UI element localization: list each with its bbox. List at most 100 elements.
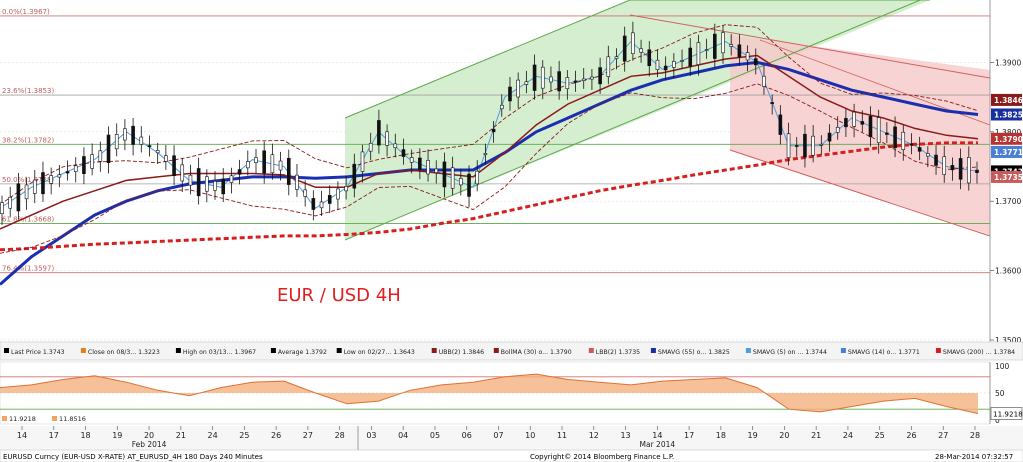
y-tick-label: 1.3900: [995, 58, 1021, 67]
x-tick-label: 03: [366, 431, 376, 440]
month-label: Feb 2014: [132, 440, 167, 449]
candle-body: [696, 42, 701, 65]
candle-body: [409, 157, 414, 163]
x-tick-label: 10: [525, 431, 535, 440]
candle-body: [704, 49, 709, 51]
candle-body: [377, 120, 381, 146]
candle-body: [860, 121, 865, 125]
candle-body: [852, 111, 856, 127]
series-smavg-55-: [0, 60, 979, 286]
x-tick-label: 17: [684, 431, 694, 440]
candle-body: [639, 48, 643, 53]
candle-body: [295, 174, 299, 190]
fib-level-label: 0.0%(1.3967): [2, 8, 50, 16]
legend-swatch: [431, 348, 437, 353]
legend-swatch: [935, 348, 941, 353]
x-tick-label: 06: [462, 431, 472, 440]
candle-body: [254, 157, 258, 164]
candle-body: [336, 188, 340, 200]
candle-body: [655, 59, 660, 70]
legend-swatch: [650, 348, 656, 353]
rising-channel-top-line: [344, 0, 631, 119]
instrument-footer: EURUSD Curncy (EUR-USD X-RATE) AT_EURUSD…: [3, 453, 263, 461]
candle-body: [139, 136, 144, 145]
x-tick-label: 27: [303, 431, 313, 440]
osc-line: [0, 373, 979, 414]
candle-body: [57, 174, 62, 178]
candle-body: [868, 115, 873, 138]
legend-swatch: [4, 348, 9, 353]
candle-body: [164, 155, 168, 162]
candle-body: [557, 71, 561, 92]
candle-body: [811, 135, 815, 156]
candle-body: [508, 86, 512, 102]
copyright-footer: Copyright© 2014 Bloomberg Finance L.P.: [530, 453, 674, 461]
candle-body: [237, 169, 242, 175]
legend-bar: [0, 341, 1023, 361]
bollinger-upper-band: [0, 24, 979, 206]
candle-body: [721, 32, 725, 54]
candle-body: [245, 161, 250, 169]
candle-body: [835, 127, 840, 133]
candle-body: [876, 117, 881, 143]
legend-swatch: [270, 348, 276, 353]
x-tick-label: 25: [875, 431, 885, 440]
osc-tick-label: 50: [995, 389, 1005, 398]
candle-body: [516, 79, 520, 98]
legend-entry: Close on 08/3... 1.3223: [88, 349, 160, 356]
candle-body: [680, 60, 684, 62]
candle-body: [180, 164, 185, 182]
osc-last-label: 11.9218: [993, 410, 1023, 419]
legend-swatch: [588, 348, 594, 353]
chart-title: EUR / USD 4H: [277, 285, 401, 306]
candle-body: [565, 77, 570, 89]
x-tick-label: 28: [970, 431, 980, 440]
candle-body: [459, 178, 463, 186]
x-tick-label: 21: [811, 431, 821, 440]
series-smavg-200-: [0, 141, 978, 252]
candle-body: [90, 154, 94, 169]
candle-body: [950, 165, 955, 171]
candle-body: [262, 150, 266, 174]
osc-last-badge: [990, 407, 1023, 420]
price-badge-label: 1.3771: [994, 148, 1023, 157]
osc-tick-label: 100: [995, 362, 1010, 371]
candle-body: [917, 147, 922, 152]
candle-body: [221, 178, 226, 195]
candle-body: [32, 179, 37, 194]
candle-body: [893, 126, 897, 149]
x-tick-label: 07: [493, 431, 503, 440]
legend-entry: Low on 02/27... 1.3643: [344, 349, 415, 356]
candle-body: [16, 183, 21, 212]
osc-tick-label: 0: [995, 416, 1000, 425]
candle-body: [24, 184, 29, 200]
candle-body: [672, 61, 676, 68]
legend-entry: Average 1.3792: [278, 349, 327, 356]
x-tick-label: 14: [652, 431, 662, 440]
candle-body: [344, 185, 348, 192]
candle-body: [434, 168, 439, 173]
month-label: Mar 2014: [640, 440, 676, 449]
candle-body: [885, 132, 889, 135]
candle-body: [65, 171, 70, 174]
x-tick-label: 18: [80, 431, 90, 440]
candle-body: [844, 118, 848, 128]
x-tick-label: 26: [906, 431, 916, 440]
candle-body: [794, 145, 799, 147]
x-tick-label: 24: [843, 431, 853, 440]
fib-level-label: 38.2%(1.3782): [2, 136, 54, 144]
fib-level-label: 61.8%(1.3668): [2, 215, 54, 223]
x-tick-label: 27: [938, 431, 948, 440]
x-tick-label: 05: [430, 431, 440, 440]
candle-body: [155, 150, 160, 154]
candle-body: [303, 189, 307, 197]
candle-body: [123, 128, 127, 141]
x-tick-label: 25: [239, 431, 249, 440]
x-tick-label: 21: [176, 431, 186, 440]
candle-body: [286, 157, 291, 185]
candle-body: [713, 33, 717, 59]
price-badge-label: 1.3735: [994, 173, 1023, 182]
price-badge: [991, 93, 1022, 106]
timestamp-footer: 28-Mar-2014 07:32:57: [935, 453, 1013, 461]
